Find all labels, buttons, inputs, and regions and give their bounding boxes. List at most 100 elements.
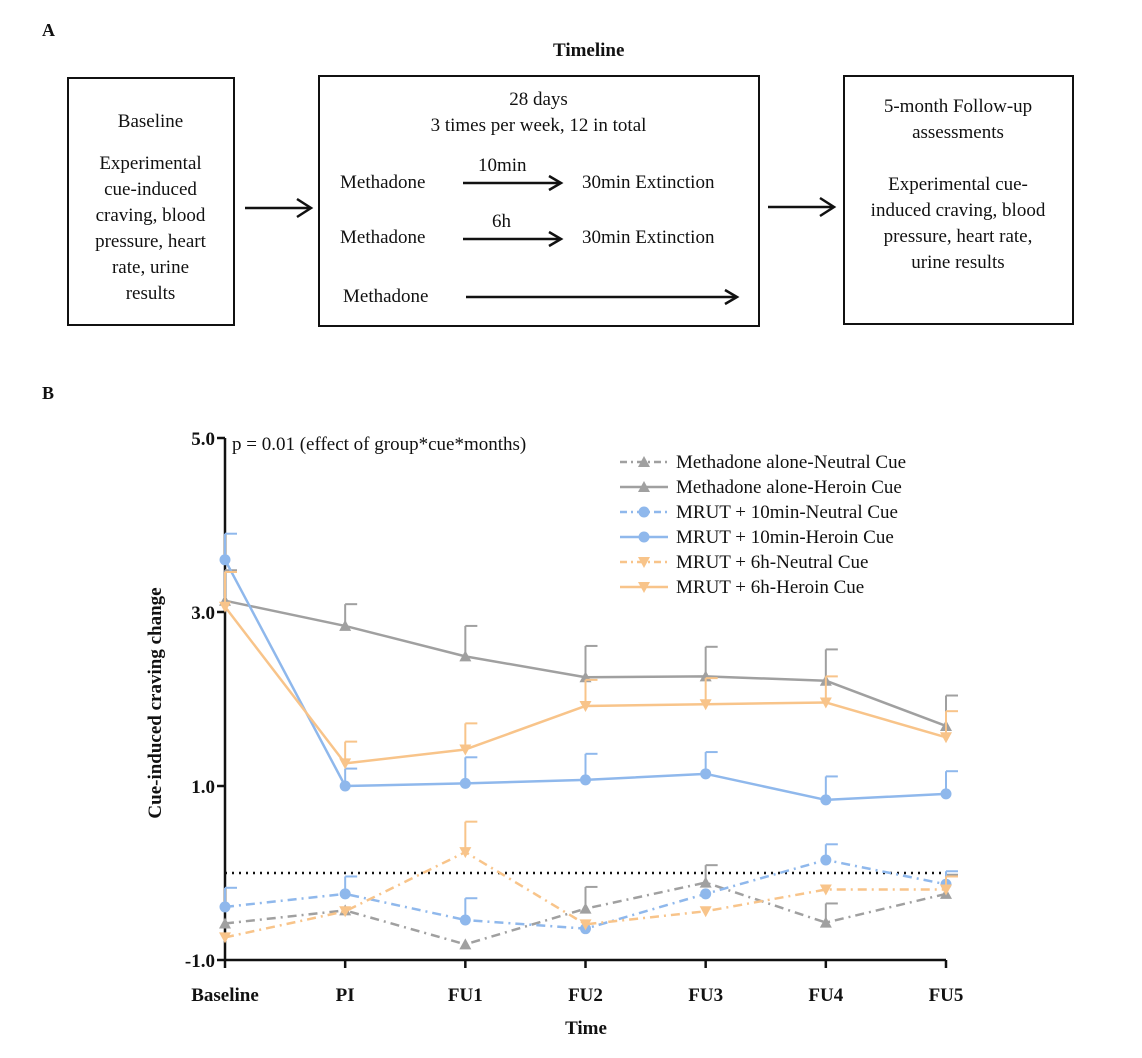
data-point <box>819 916 832 928</box>
x-tick-label: FU5 <box>929 985 964 1006</box>
y-tick-label: 1.0 <box>191 777 215 798</box>
data-point <box>219 932 231 944</box>
data-point <box>819 697 832 709</box>
x-tick-label: FU4 <box>808 985 843 1006</box>
data-point <box>580 774 591 786</box>
data-point <box>459 777 471 789</box>
data-point <box>219 901 231 913</box>
legend-marker <box>638 481 650 492</box>
legend-label: Methadone alone-Heroin Cue <box>676 477 902 498</box>
data-point <box>579 700 592 712</box>
legend-label: MRUT + 10min-Heroin Cue <box>676 527 894 548</box>
data-point <box>579 902 592 914</box>
data-point <box>819 884 832 896</box>
baseline-box: Baseline Experimental cue-induced cravin… <box>67 77 235 326</box>
x-tick-label: FU1 <box>448 985 483 1006</box>
baseline-line: craving, blood <box>95 205 206 226</box>
row1-left: Methadone <box>340 172 426 193</box>
x-tick-label: FU2 <box>568 985 603 1006</box>
followup-line: pressure, heart rate, <box>883 226 1033 247</box>
series-4 <box>219 820 958 944</box>
panel-a-label: A <box>42 20 55 40</box>
data-point <box>940 732 952 744</box>
arrow-head <box>296 197 314 219</box>
arrow-head <box>724 288 740 306</box>
arrow-head <box>548 174 564 192</box>
legend-label: Methadone alone-Neutral Cue <box>676 452 906 473</box>
followup-line: urine results <box>911 252 1005 273</box>
y-tick-label: -1.0 <box>185 951 215 972</box>
data-point <box>459 938 472 950</box>
legend-label: MRUT + 6h-Neutral Cue <box>676 552 868 573</box>
y-tick-label: 3.0 <box>191 603 215 624</box>
data-point <box>339 906 352 918</box>
baseline-description: Experimental cue-induced craving, blood … <box>69 151 232 307</box>
legend-marker <box>638 582 650 593</box>
baseline-line: cue-induced <box>104 179 197 200</box>
data-point <box>699 699 712 711</box>
legend-label: MRUT + 6h-Heroin Cue <box>676 577 864 598</box>
legend-marker <box>638 456 650 467</box>
y-axis-label: Cue-induced craving change <box>145 587 166 818</box>
legend-marker <box>638 506 650 518</box>
followup-title-line: 5-month Follow-up <box>883 96 1033 117</box>
data-point <box>820 794 832 806</box>
baseline-line: Experimental <box>99 153 202 174</box>
intervention-box: 28 days 3 times per week, 12 in total <box>318 75 760 327</box>
row2-right: 30min Extinction <box>582 227 715 248</box>
row1-arrow-label: 10min <box>478 155 527 176</box>
baseline-line: rate, urine <box>111 257 189 278</box>
x-tick-label: Baseline <box>191 985 259 1006</box>
arrow-head <box>548 230 564 248</box>
data-point <box>459 914 471 926</box>
data-point <box>459 744 472 756</box>
baseline-line: results <box>125 283 176 304</box>
data-point <box>219 917 231 929</box>
followup-box: 5-month Follow-up assessments Experiment… <box>843 75 1074 325</box>
followup-title-line: assessments <box>912 122 1004 143</box>
legend-label: MRUT + 10min-Neutral Cue <box>676 502 898 523</box>
y-tick-label: 5.0 <box>191 429 215 450</box>
followup-line: Experimental cue- <box>888 174 1028 195</box>
data-point <box>339 619 352 631</box>
p-value-annotation: p = 0.01 (effect of group*cue*months) <box>232 434 526 455</box>
legend-marker <box>638 557 650 568</box>
baseline-line: pressure, heart <box>95 231 206 252</box>
data-point <box>459 650 472 662</box>
baseline-title: Baseline <box>117 111 184 132</box>
data-point <box>459 847 472 859</box>
data-point <box>940 788 952 800</box>
data-point <box>940 884 952 896</box>
data-point <box>699 906 712 918</box>
row2-arrow-label: 6h <box>492 211 511 232</box>
followup-description: Experimental cue- induced craving, blood… <box>845 172 1071 276</box>
data-point <box>700 768 712 780</box>
data-point <box>339 780 351 792</box>
row1-right: 30min Extinction <box>582 172 715 193</box>
row3-left: Methadone <box>343 286 429 307</box>
series-0 <box>219 864 958 950</box>
data-point <box>579 919 592 931</box>
data-point <box>219 601 231 613</box>
timeline-arrows <box>245 174 837 306</box>
row2-left: Methadone <box>340 227 426 248</box>
panel-b-label: B <box>42 383 55 403</box>
data-point <box>339 758 352 770</box>
data-point <box>699 876 712 888</box>
intervention-duration: 28 days <box>509 89 568 110</box>
legend-marker <box>638 531 650 543</box>
arrow-head <box>819 196 837 218</box>
data-point <box>219 554 231 566</box>
x-tick-label: PI <box>336 985 355 1006</box>
followup-line: induced craving, blood <box>870 200 1046 221</box>
series-3 <box>219 532 958 806</box>
followup-title: 5-month Follow-up assessments <box>845 94 1071 146</box>
x-axis-label: Time <box>565 1018 607 1039</box>
series-5 <box>219 570 958 770</box>
intervention-header: 28 days 3 times per week, 12 in total <box>320 87 757 139</box>
data-point <box>820 854 832 866</box>
timeline-title: Timeline <box>553 40 625 61</box>
data-point <box>339 888 351 900</box>
x-tick-label: FU3 <box>688 985 723 1006</box>
